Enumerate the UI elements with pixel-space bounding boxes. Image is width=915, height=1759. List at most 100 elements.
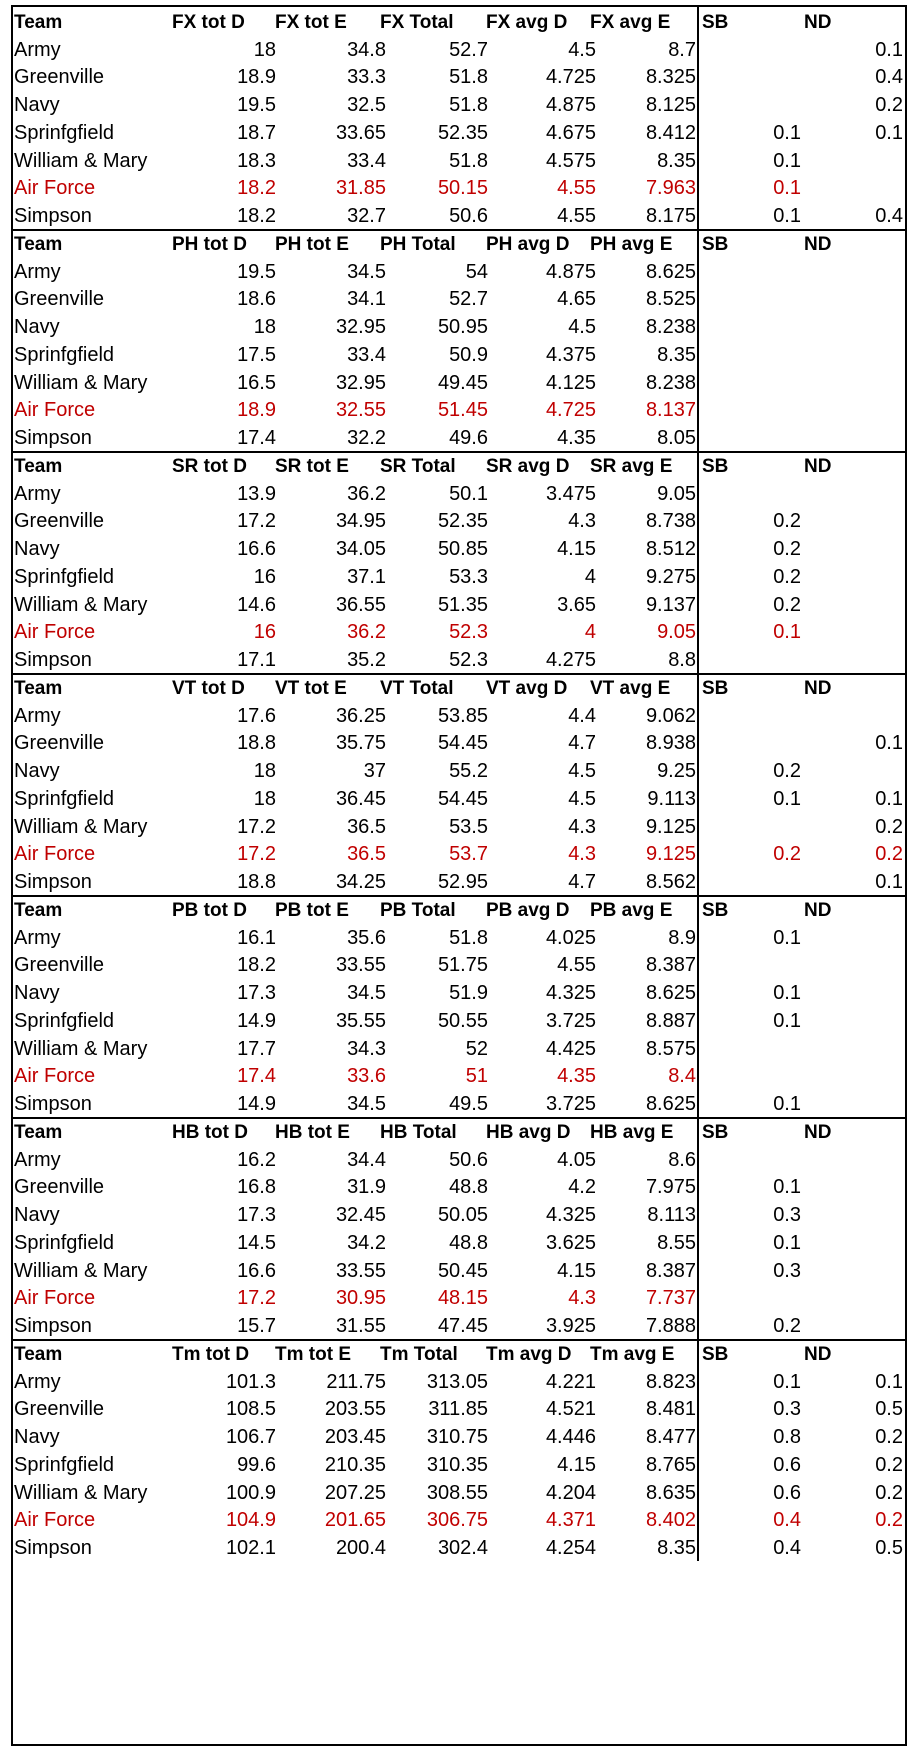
header-total: PB Total xyxy=(380,900,456,921)
cell-avg-d: 4.204 xyxy=(545,1481,596,1504)
table-row: Greenville 17.2 34.95 52.35 4.3 8.738 0.2 xyxy=(13,506,905,537)
cell-team: Navy xyxy=(14,982,60,1005)
header-tot-d: SR tot D xyxy=(172,456,247,477)
cell-tot-d: 17.2 xyxy=(237,815,276,838)
table-section: Team Tm tot D Tm tot E Tm Total Tm avg D Tm a… xyxy=(13,1339,905,1561)
cell-tot-e: 34.1 xyxy=(347,288,386,311)
cell-sb xyxy=(719,257,801,288)
cell-avg-e: 7.975 xyxy=(645,1176,696,1199)
table-row: Simpson 102.1 200.4 302.4 4.254 8.35 0.4 0.5 xyxy=(13,1533,905,1564)
cell-sb: 0.4 xyxy=(773,1536,801,1559)
cell-sb: 0.1 xyxy=(773,121,801,144)
table-row: William & Mary 16.6 33.55 50.45 4.15 8.387 0.3 xyxy=(13,1256,905,1287)
table-row: Greenville 16.8 31.9 48.8 4.2 7.975 0.1 xyxy=(13,1172,905,1203)
cell-sb xyxy=(719,395,801,426)
cell-tot-e: 32.55 xyxy=(335,399,386,422)
cell-sb: 0.1 xyxy=(773,149,801,172)
table-row: Army 16.1 35.6 51.8 4.025 8.9 0.1 xyxy=(13,923,905,954)
cell-total: 306.75 xyxy=(426,1509,488,1532)
header-sb: SB xyxy=(702,234,729,255)
table-row: Navy 17.3 34.5 51.9 4.325 8.625 0.1 xyxy=(13,978,905,1009)
header-team: Team xyxy=(14,1344,63,1365)
cell-sb xyxy=(719,867,801,898)
header-row: Team PH tot D PH tot E PH Total PH avg D PH a… xyxy=(13,229,905,260)
table-row: Sprinfgfield 17.5 33.4 50.9 4.375 8.35 xyxy=(13,340,905,371)
cell-avg-e: 8.125 xyxy=(645,94,696,117)
cell-tot-d: 102.1 xyxy=(225,1536,276,1559)
header-sb: SB xyxy=(702,1344,729,1365)
cell-nd xyxy=(801,395,903,426)
table-row: Greenville 18.9 33.3 51.8 4.725 8.325 0.4 xyxy=(13,62,905,93)
cell-team: Army xyxy=(14,38,61,61)
cell-team: Air Force xyxy=(14,1509,96,1532)
cell-total: 51.75 xyxy=(437,954,488,977)
cell-tot-d: 17.1 xyxy=(237,648,276,671)
cell-nd xyxy=(801,1228,903,1259)
cell-nd xyxy=(801,1283,903,1314)
table-row: Sprinfgfield 99.6 210.35 310.35 4.15 8.765 0.6… xyxy=(13,1450,905,1481)
cell-avg-e: 8.635 xyxy=(645,1481,696,1504)
cell-avg-d: 4.325 xyxy=(545,982,596,1005)
cell-avg-e: 8.887 xyxy=(645,1009,696,1032)
table-row: Air Force 17.2 36.5 53.7 4.3 9.125 0.2 0.2 xyxy=(13,839,905,870)
cell-avg-e: 8.481 xyxy=(645,1398,696,1421)
cell-total: 52.7 xyxy=(449,38,488,61)
cell-nd: 0.2 xyxy=(875,1453,903,1476)
table-section: Team VT tot D VT tot E VT Total VT avg D VT a… xyxy=(13,673,905,895)
cell-sb: 0.1 xyxy=(773,926,801,949)
cell-nd xyxy=(801,479,903,510)
header-team: Team xyxy=(14,900,63,921)
cell-avg-d: 4.325 xyxy=(545,1204,596,1227)
cell-avg-e: 8.55 xyxy=(657,1231,696,1254)
cell-tot-e: 203.45 xyxy=(324,1426,386,1449)
table-row: Simpson 17.4 32.2 49.6 4.35 8.05 xyxy=(13,423,905,454)
cell-total: 53.5 xyxy=(449,815,488,838)
cell-tot-e: 35.55 xyxy=(335,1009,386,1032)
table-row: Simpson 18.2 32.7 50.6 4.55 8.175 0.1 0.4 xyxy=(13,201,905,232)
cell-avg-d: 4.15 xyxy=(557,1453,596,1476)
table-row: William & Mary 18.3 33.4 51.8 4.575 8.35 0.1 xyxy=(13,146,905,177)
header-row: Team PB tot D PB tot E PB Total PB avg D PB a… xyxy=(13,895,905,926)
cell-total: 51.8 xyxy=(449,94,488,117)
cell-avg-d: 4.7 xyxy=(568,870,596,893)
table-row: Navy 18 37 55.2 4.5 9.25 0.2 xyxy=(13,756,905,787)
cell-tot-e: 33.4 xyxy=(347,149,386,172)
cell-avg-d: 4 xyxy=(584,621,596,644)
header-row: Team HB tot D HB tot E HB Total HB avg D HB a… xyxy=(13,1117,905,1148)
cell-avg-e: 8.402 xyxy=(645,1509,696,1532)
cell-avg-d: 4.3 xyxy=(568,815,596,838)
cell-sb: 0.2 xyxy=(773,843,801,866)
cell-team: Simpson xyxy=(14,870,92,893)
cell-total: 52.3 xyxy=(449,621,488,644)
cell-tot-d: 16.5 xyxy=(237,371,276,394)
cell-tot-d: 17.3 xyxy=(237,1204,276,1227)
cell-tot-e: 34.5 xyxy=(347,982,386,1005)
cell-team: Simpson xyxy=(14,204,92,227)
cell-avg-d: 4.3 xyxy=(568,1287,596,1310)
cell-avg-e: 8.625 xyxy=(645,260,696,283)
cell-tot-e: 37.1 xyxy=(347,565,386,588)
cell-tot-d: 19.5 xyxy=(237,94,276,117)
cell-avg-e: 9.275 xyxy=(645,565,696,588)
cell-tot-e: 32.7 xyxy=(347,204,386,227)
cell-avg-d: 3.725 xyxy=(545,1009,596,1032)
table-row: Army 18 34.8 52.7 4.5 8.7 0.1 xyxy=(13,35,905,66)
cell-team: Simpson xyxy=(14,426,92,449)
cell-avg-d: 3.475 xyxy=(545,482,596,505)
cell-tot-e: 33.6 xyxy=(347,1065,386,1088)
cell-nd xyxy=(801,756,903,787)
table-row: Sprinfgfield 14.9 35.55 50.55 3.725 8.887 0.1 xyxy=(13,1006,905,1037)
cell-sb xyxy=(719,701,801,732)
header-total: VT Total xyxy=(380,678,454,699)
cell-nd xyxy=(801,1034,903,1065)
cell-tot-d: 14.5 xyxy=(237,1231,276,1254)
cell-avg-d: 3.65 xyxy=(557,593,596,616)
cell-sb xyxy=(719,62,801,93)
cell-avg-e: 8.477 xyxy=(645,1426,696,1449)
table-section: Team HB tot D HB tot E HB Total HB avg D HB a… xyxy=(13,1117,905,1339)
cell-avg-e: 8.325 xyxy=(645,66,696,89)
cell-nd xyxy=(801,617,903,648)
header-tot-e: HB tot E xyxy=(275,1122,350,1143)
cell-tot-e: 32.95 xyxy=(335,316,386,339)
cell-tot-e: 34.95 xyxy=(335,510,386,533)
